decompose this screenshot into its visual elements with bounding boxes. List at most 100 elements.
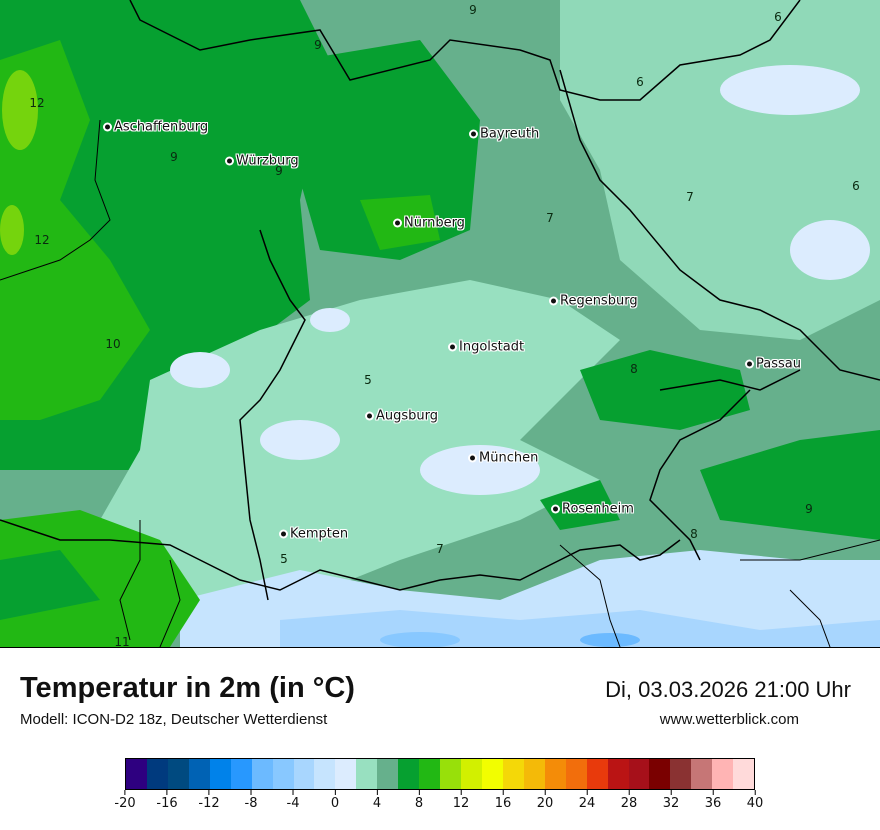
city-dot-icon [471, 131, 476, 137]
tick-label: 0 [330, 796, 340, 811]
colorbar-segment [691, 759, 713, 789]
chart-title: Temperatur in 2m (in °C) [20, 672, 355, 704]
colorbar-tick: 4 [373, 790, 381, 811]
contour-label: 10 [105, 337, 121, 351]
tick-label: 32 [662, 796, 680, 811]
colorbar-tick: 20 [537, 790, 553, 811]
colorbar-segment [523, 759, 545, 789]
city-dot-icon [470, 455, 475, 461]
tick-mark [712, 790, 714, 795]
forecast-datetime: Di, 03.03.2026 21:00 Uhr [605, 677, 851, 702]
colorbar-segment [607, 759, 629, 789]
colorbar-segment [502, 759, 524, 789]
city-dot-icon [747, 361, 752, 367]
colorbar-segment [481, 759, 503, 789]
city-marker-muenchen: München [470, 451, 538, 466]
colorbar-tick: 36 [704, 790, 722, 811]
model-subtitle: Modell: ICON-D2 18z, Deutscher Wetterdie… [20, 711, 328, 728]
city-dot-icon [227, 158, 232, 164]
city-dot-icon [395, 220, 400, 226]
tick-mark [376, 790, 378, 795]
city-marker-regensburg: Regensburg [551, 294, 638, 309]
colorbar-tick: 8 [415, 790, 423, 811]
city-label: Bayreuth [480, 126, 540, 142]
contour-label: 9 [805, 502, 813, 516]
colorbar-segment [167, 759, 189, 789]
city-marker-augsburg: Augsburg [367, 409, 438, 424]
contour-label: 12 [29, 96, 45, 110]
colorbar-tick: 12 [452, 790, 470, 811]
tick-label: 36 [704, 796, 722, 811]
contour-label: 9 [469, 3, 477, 17]
tick-label: 8 [414, 796, 424, 811]
temperature-colorbar [125, 758, 755, 790]
colorbar-tick: 16 [495, 790, 511, 811]
colorbar-tick: -8 [244, 790, 258, 811]
colorbar-tick: 28 [620, 790, 638, 811]
city-marker-rosenheim: Rosenheim [553, 502, 634, 517]
colorbar-tick: 32 [662, 790, 680, 811]
colorbar-segment [586, 759, 608, 789]
contour-label: 7 [686, 190, 694, 204]
colorbar-tick: 24 [579, 790, 595, 811]
city-dot-icon [551, 298, 556, 304]
city-label: Würzburg [236, 153, 299, 169]
city-marker-passau: Passau [747, 357, 801, 372]
city-dot-icon [105, 124, 110, 130]
colorbar-segment [649, 759, 671, 789]
colorbar-tick: -20 [114, 790, 136, 811]
colorbar-segment [146, 759, 168, 789]
colorbar-segment [398, 759, 420, 789]
contour-label: 7 [546, 211, 554, 225]
contour-label: 9 [314, 38, 322, 52]
tick-label: 28 [620, 796, 638, 811]
tick-label: 40 [746, 796, 764, 811]
contour-label: 8 [690, 527, 698, 541]
tick-mark [124, 790, 126, 795]
colorbar-segment [419, 759, 441, 789]
city-label: Regensburg [560, 293, 638, 309]
tick-mark [502, 790, 504, 795]
city-marker-kempten: Kempten [281, 527, 348, 542]
city-label: Rosenheim [562, 501, 634, 517]
city-marker-nuernberg: Nürnberg [395, 216, 465, 231]
contour-label: 5 [364, 373, 372, 387]
contour-label: 6 [852, 179, 860, 193]
city-marker-aschaffenburg: Aschaffenburg [105, 120, 208, 135]
contour-label: 6 [636, 75, 644, 89]
tick-mark [586, 790, 588, 795]
tick-label: -16 [156, 796, 178, 811]
city-label: Passau [756, 356, 801, 372]
colorbar-ticks: -20 -16 -12 -8 -4 0 4 8 12 16 20 24 28 32 36 40 [114, 790, 763, 820]
tick-mark [460, 790, 462, 795]
city-label: Ingolstadt [459, 339, 525, 355]
website-credit: www.wetterblick.com [659, 711, 799, 728]
colorbar-segment [628, 759, 650, 789]
colorbar-segment [461, 759, 482, 789]
colorbar-segment [335, 759, 357, 789]
city-label: Nürnberg [404, 215, 465, 231]
city-marker-ingolstadt: Ingolstadt [450, 340, 524, 355]
contour-label: 8 [630, 362, 638, 376]
city-dot-icon [367, 413, 372, 419]
colorbar-tick: -4 [286, 790, 300, 811]
city-dot-icon [450, 344, 455, 350]
colorbar-tick: 0 [331, 790, 339, 811]
contour-label: 11 [114, 635, 130, 648]
tick-label: -4 [286, 796, 300, 811]
contour-label: 7 [436, 542, 444, 556]
city-label: Augsburg [376, 408, 439, 424]
tick-mark [334, 790, 336, 795]
contour-label: 12 [34, 233, 50, 247]
city-marker-wuerzburg: Würzburg [227, 154, 299, 169]
colorbar-segment [209, 759, 231, 789]
tick-mark [250, 790, 252, 795]
tick-label: 12 [452, 796, 470, 811]
colorbar-tick: 40 [746, 790, 764, 811]
tick-label: -8 [244, 796, 258, 811]
contour-label: 5 [280, 552, 288, 566]
tick-mark [544, 790, 546, 795]
tick-mark [208, 790, 210, 795]
tick-label: -12 [198, 796, 220, 811]
colorbar-segment [377, 759, 399, 789]
